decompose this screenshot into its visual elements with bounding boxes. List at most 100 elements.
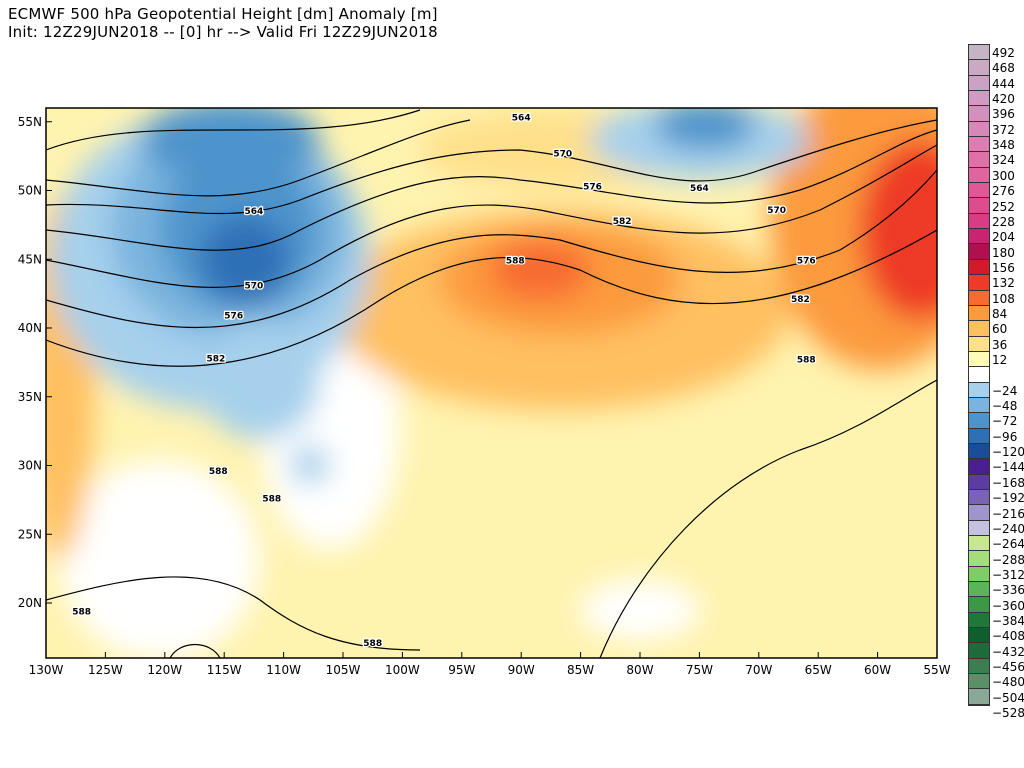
colorbar-swatch bbox=[969, 167, 989, 184]
axis-ticks: 130W 125W 120W 115W 110W 105W 100W 95W 90W 85W 80W… bbox=[18, 115, 951, 677]
colorbar-label: −264 bbox=[992, 537, 1024, 552]
colorbar-label: 492 bbox=[992, 46, 1015, 60]
lat-tick-label: 50N bbox=[18, 184, 42, 198]
anomaly-fill bbox=[46, 108, 937, 658]
contour-label: 588 bbox=[797, 356, 816, 366]
colorbar-label: −312 bbox=[992, 567, 1024, 582]
colorbar-swatch bbox=[969, 183, 989, 199]
colorbar-label: 396 bbox=[992, 107, 1015, 122]
colorbar-swatch bbox=[969, 566, 989, 583]
colorbar-swatch bbox=[969, 582, 989, 598]
contour-label: 582 bbox=[791, 295, 810, 305]
colorbar-label: −216 bbox=[992, 506, 1024, 521]
map-frame bbox=[45, 107, 938, 659]
lon-tick-label: 80W bbox=[626, 663, 653, 677]
contour-label: 576 bbox=[224, 312, 243, 322]
colorbar-swatch bbox=[969, 106, 989, 122]
colorbar-swatch bbox=[969, 91, 989, 107]
colorbar-label: 228 bbox=[992, 214, 1015, 229]
colorbar-label: −48 bbox=[992, 399, 1018, 414]
colorbar-swatch bbox=[969, 643, 989, 659]
colorbar-swatch bbox=[969, 244, 989, 260]
colorbar-swatch bbox=[969, 336, 989, 352]
colorbar-label: 132 bbox=[992, 276, 1015, 291]
lat-tick-label: 25N bbox=[18, 527, 42, 541]
lon-tick-label: 90W bbox=[508, 663, 535, 677]
lon-tick-label: 120W bbox=[147, 663, 182, 677]
lat-tick-label: 40N bbox=[18, 321, 42, 335]
colorbar-swatch bbox=[969, 290, 989, 306]
colorbar-label: −456 bbox=[992, 660, 1024, 674]
colorbar-swatch bbox=[969, 658, 989, 675]
colorbar-label: −504 bbox=[992, 690, 1024, 705]
colorbar-label: 84 bbox=[992, 306, 1008, 321]
colorbar-label: −480 bbox=[992, 675, 1024, 690]
colorbar-swatch bbox=[969, 213, 989, 230]
colorbar-swatch bbox=[969, 321, 989, 337]
contour-label: 570 bbox=[553, 149, 572, 159]
contour-label: 582 bbox=[613, 217, 632, 227]
colorbar-label: −144 bbox=[992, 460, 1024, 475]
colorbar-swatch bbox=[969, 413, 989, 429]
colorbar-label: 276 bbox=[992, 184, 1015, 199]
contour-label: 564 bbox=[690, 184, 709, 194]
lon-tick-label: 95W bbox=[448, 663, 475, 677]
lon-tick-label: 100W bbox=[385, 663, 420, 677]
colorbar-label: −120 bbox=[992, 445, 1024, 460]
colorbar-swatch bbox=[969, 597, 989, 613]
colorbar-swatch bbox=[969, 367, 989, 383]
colorbar bbox=[968, 44, 990, 706]
colorbar-swatch bbox=[969, 259, 989, 276]
colorbar-label: 12 bbox=[992, 353, 1008, 367]
colorbar-swatch bbox=[969, 60, 989, 76]
colorbar-swatch bbox=[969, 551, 989, 567]
colorbar-label: 468 bbox=[992, 61, 1015, 76]
colorbar-swatch bbox=[969, 428, 989, 444]
colorbar-label: −240 bbox=[992, 521, 1024, 536]
contour-label: 588 bbox=[72, 607, 91, 617]
colorbar-label: 444 bbox=[992, 76, 1015, 91]
colorbar-label: −72 bbox=[992, 414, 1018, 429]
colorbar-label: 300 bbox=[992, 168, 1015, 183]
contour-label: 564 bbox=[245, 207, 264, 217]
colorbar-label: −192 bbox=[992, 491, 1024, 506]
contour-label: 570 bbox=[767, 206, 786, 216]
colorbar-swatch bbox=[969, 75, 989, 92]
lon-tick-label: 110W bbox=[266, 663, 301, 677]
contour-label: 570 bbox=[245, 281, 264, 291]
colorbar-label: 348 bbox=[992, 138, 1015, 153]
contour-label: 588 bbox=[262, 495, 281, 505]
colorbar-swatch bbox=[969, 474, 989, 490]
colorbar-swatch bbox=[969, 382, 989, 398]
lon-tick-label: 130W bbox=[29, 663, 64, 677]
colorbar-swatch bbox=[969, 152, 989, 168]
lat-tick-label: 35N bbox=[18, 390, 42, 404]
contour-label: 576 bbox=[797, 257, 816, 267]
colorbar-swatch bbox=[969, 305, 989, 322]
colorbar-label: 108 bbox=[992, 291, 1015, 306]
colorbar-swatch bbox=[969, 612, 989, 629]
colorbar-swatch bbox=[969, 137, 989, 153]
colorbar-swatch bbox=[969, 520, 989, 536]
lon-tick-label: 85W bbox=[567, 663, 594, 677]
colorbar-label: −24 bbox=[992, 383, 1018, 398]
lon-tick-label: 105W bbox=[326, 663, 361, 677]
contour-label: 588 bbox=[209, 467, 228, 477]
colorbar-swatch bbox=[969, 674, 989, 690]
colorbar-swatch bbox=[969, 229, 989, 245]
colorbar-label: 420 bbox=[992, 92, 1015, 107]
colorbar-swatch bbox=[969, 121, 989, 138]
colorbar-label: 180 bbox=[992, 245, 1015, 260]
colorbar-label: 156 bbox=[992, 260, 1015, 275]
contour-label: 588 bbox=[506, 257, 525, 267]
colorbar-label: −96 bbox=[992, 429, 1018, 444]
lat-tick-label: 45N bbox=[18, 252, 42, 266]
lon-tick-label: 75W bbox=[686, 663, 713, 677]
colorbar-label: −336 bbox=[992, 583, 1024, 598]
colorbar-swatch bbox=[969, 536, 989, 552]
colorbar-label: 204 bbox=[992, 230, 1015, 245]
map-subtitle: Init: 12Z29JUN2018 -- [0] hr --> Valid F… bbox=[8, 23, 438, 41]
map-title: ECMWF 500 hPa Geopotential Height [dm] A… bbox=[8, 5, 438, 23]
colorbar-label: −360 bbox=[992, 598, 1024, 613]
